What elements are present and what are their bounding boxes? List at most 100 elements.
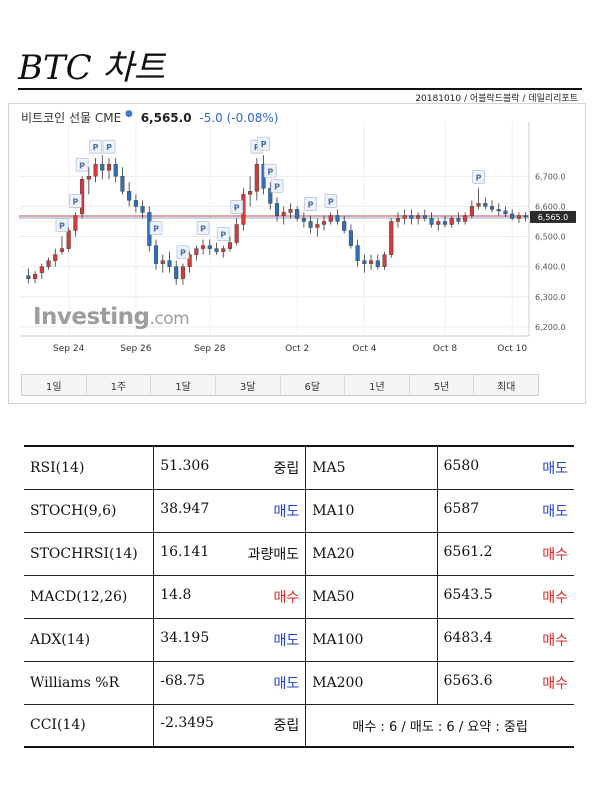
- indicator-name: RSI(14): [24, 445, 155, 490]
- candle-body: [321, 221, 327, 225]
- range-button-1y[interactable]: 1년: [345, 375, 410, 395]
- candle-body: [207, 245, 212, 249]
- candle-body: [26, 275, 31, 279]
- indicator-row: ADX(14) 34.195 매도 MA100 6483.4 매수: [24, 617, 574, 662]
- candle-body: [167, 260, 172, 267]
- candle-body: [382, 254, 387, 267]
- chart-header: 비트코인 선물 CME ● 6,565.0 -5.0 (-0.08%): [21, 109, 278, 126]
- x-tick-label: Oct 4: [352, 344, 376, 354]
- indicator-name: CCI(14): [24, 703, 155, 748]
- candle-body: [174, 266, 179, 279]
- range-button-6m[interactable]: 6달: [281, 375, 346, 395]
- last-price: 6,565.0: [140, 111, 192, 125]
- candle-body: [288, 209, 293, 213]
- indicator-cell: 38.947 매도: [153, 488, 307, 533]
- ma-value: 6561.2: [443, 543, 493, 560]
- p-marker: [176, 245, 190, 260]
- p-marker-label: P: [308, 200, 314, 209]
- candle-body: [248, 191, 253, 195]
- ma-name: MA20: [305, 531, 438, 576]
- p-marker-label: P: [180, 249, 186, 258]
- ma-cell: 6561.2 매수: [437, 531, 574, 576]
- range-button-max[interactable]: 최대: [496, 381, 516, 393]
- indicator-row-cci: CCI(14) -2.3495 중립 매수 : 6 / 매도 : 6 / 요약 : 중…: [24, 703, 574, 748]
- candle-body: [254, 163, 259, 192]
- indicator-cell: 16.141 과량매도: [153, 531, 307, 576]
- p-marker-label: P: [72, 197, 78, 206]
- candle-body: [46, 260, 51, 267]
- p-marker: [216, 227, 230, 241]
- investing-logo: Investing.com: [33, 304, 190, 330]
- x-tick-label: Sep 28: [194, 344, 226, 354]
- candle-body: [456, 218, 461, 222]
- candle-body: [315, 224, 320, 228]
- last-price-tag: [530, 210, 576, 223]
- indicator-value: -68.75: [160, 672, 206, 689]
- candle-body: [100, 163, 105, 171]
- indicator-signal: 매도: [273, 675, 300, 692]
- range-button-1m[interactable]: 1달: [151, 375, 216, 395]
- p-marker-label: P: [59, 222, 65, 231]
- candle-body: [221, 248, 226, 252]
- ma-name: MA200: [305, 660, 438, 705]
- indicator-value: 34.195: [160, 629, 210, 646]
- candle-body: [194, 248, 199, 255]
- range-button-3m[interactable]: 3달: [216, 375, 281, 395]
- candle-body: [234, 224, 239, 243]
- indicator-signal: 과량매도: [247, 546, 300, 563]
- candle-body: [510, 213, 515, 219]
- candlestick-chart[interactable]: 6,200.0 6,300.0 6,400.0 6,500.0 6,600.0 6,700…: [9, 104, 585, 374]
- candle-body: [133, 200, 138, 207]
- indicator-row: Williams %R -68.75 매도 MA200 6563.6 매수: [24, 660, 574, 705]
- candle-body: [73, 215, 78, 231]
- live-dot-icon: ●: [125, 109, 133, 119]
- ma-value: 6563.6: [443, 672, 493, 689]
- indicator-signal: 매도: [273, 632, 300, 649]
- p-marker-label: P: [220, 231, 226, 240]
- x-tick-label: Oct 8: [433, 344, 457, 354]
- candle-body: [153, 245, 159, 264]
- candle-body: [483, 203, 488, 207]
- p-marker-label: P: [476, 173, 482, 182]
- ma-value: 6483.4: [443, 629, 493, 646]
- candle-body: [39, 266, 44, 273]
- candle-body: [301, 218, 306, 222]
- candle-body: [523, 215, 528, 218]
- title-divider: [18, 88, 582, 90]
- y-tick-label: 6,600.0: [535, 202, 566, 211]
- candle-body: [214, 248, 219, 252]
- range-button-1w[interactable]: 1주: [87, 375, 152, 395]
- candle-body: [180, 266, 185, 279]
- indicator-row: RSI(14) 51.306 중립 MA5 6580 매도: [24, 445, 574, 490]
- candle-body: [469, 206, 474, 216]
- indicator-signal: 매수: [273, 589, 300, 606]
- candle-body: [402, 215, 407, 219]
- candle-body: [375, 260, 380, 267]
- range-button-1d[interactable]: 1일: [22, 375, 87, 395]
- ma-signal: 매도: [542, 503, 568, 520]
- p-marker: [55, 218, 69, 232]
- ma-signal: 매도: [542, 460, 568, 477]
- p-marker-label: P: [328, 197, 334, 206]
- indicator-signal: 중립: [273, 460, 300, 477]
- candle-body: [33, 274, 38, 279]
- p-marker-label: P: [261, 140, 267, 149]
- ma-cell: 6580 매도: [437, 445, 574, 490]
- p-marker-label: P: [153, 225, 159, 234]
- ma-cell: 6563.6 매수: [437, 660, 574, 705]
- candle-body: [355, 245, 360, 261]
- candle-body: [348, 230, 353, 246]
- indicator-value: 14.8: [160, 586, 192, 603]
- p-marker-label: P: [79, 161, 85, 170]
- candle-body: [53, 254, 58, 261]
- price-change: -5.0 (-0.08%): [199, 111, 279, 125]
- range-button-5y[interactable]: 5년: [410, 375, 475, 395]
- indicator-signal: 매도: [273, 503, 300, 520]
- candle-body: [281, 212, 286, 216]
- ma-cell: 6483.4 매수: [437, 617, 574, 662]
- x-tick-label: Oct 10: [497, 344, 527, 354]
- last-price-tag-label: 6,565.0: [538, 213, 569, 222]
- chart-panel: 6,200.0 6,300.0 6,400.0 6,500.0 6,600.0 6,700…: [8, 103, 586, 404]
- ma-cell: 6587 매도: [437, 488, 574, 533]
- indicator-name: STOCH(9,6): [24, 488, 155, 533]
